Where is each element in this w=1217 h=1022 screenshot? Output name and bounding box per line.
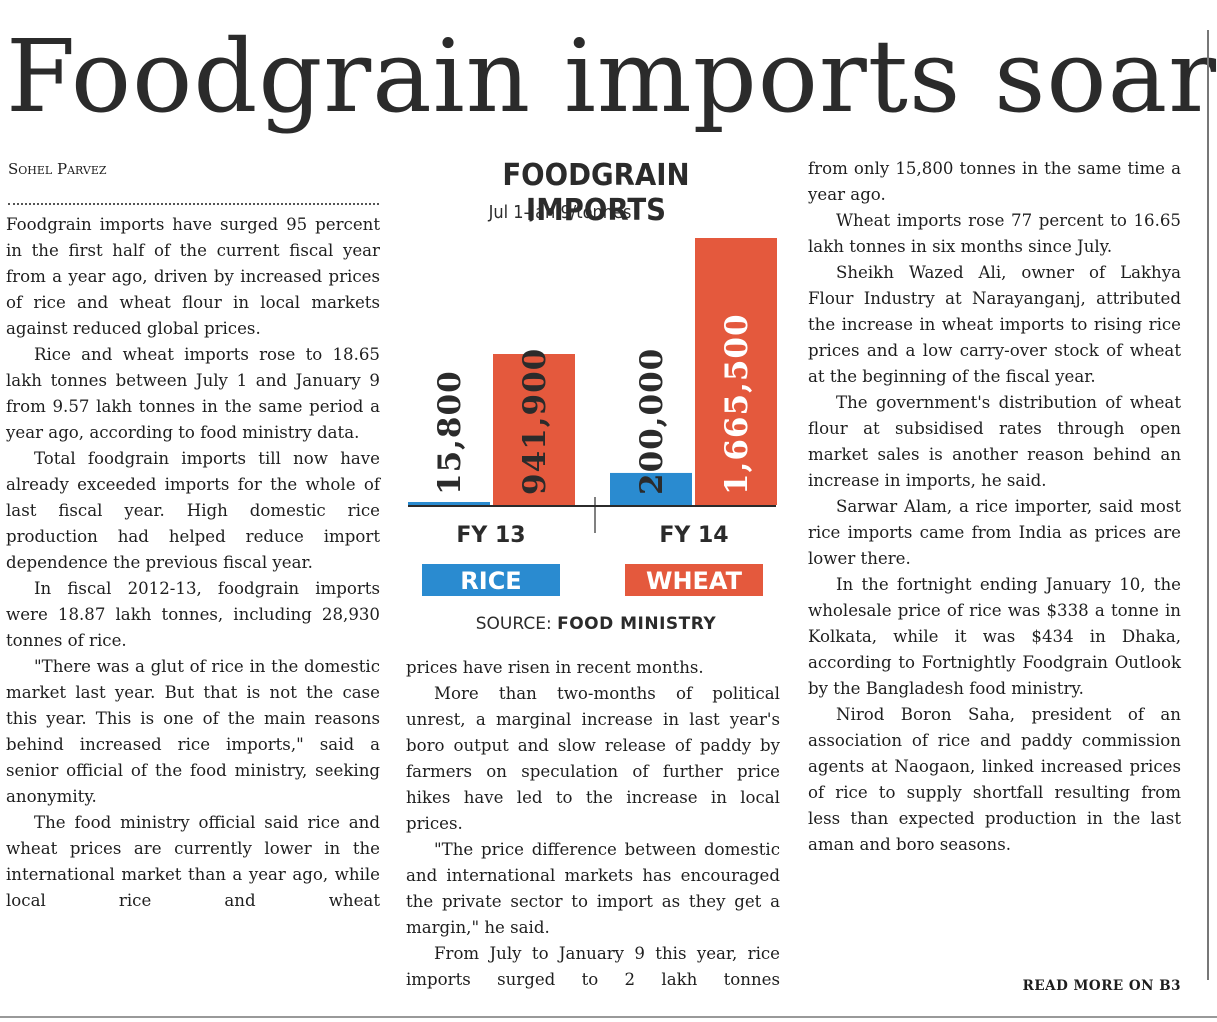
source-prefix: SOURCE: <box>475 614 552 634</box>
column-rule <box>1207 30 1209 980</box>
paragraph: from only 15,800 tonnes in the same time… <box>808 159 1181 204</box>
article-column-2: prices have risen in recent months. More… <box>406 655 780 993</box>
data-label: 15,800 <box>432 370 468 495</box>
paragraph: Foodgrain imports have surged 95 percent… <box>6 215 380 338</box>
category-label: FY 13 <box>456 523 525 548</box>
bar-rice-fy13 <box>408 502 490 505</box>
article-column-3: from only 15,800 tonnes in the same time… <box>808 156 1181 858</box>
bar-wheat-fy13 <box>493 354 575 505</box>
article-column-1: Foodgrain imports have surged 95 percent… <box>6 212 380 914</box>
paragraph: "The price difference between domestic a… <box>406 840 780 937</box>
chart-source: SOURCE: FOOD MINISTRY <box>426 614 766 634</box>
paragraph: From July to January 9 this year, rice i… <box>406 944 780 989</box>
source-name: FOOD MINISTRY <box>557 614 717 634</box>
paragraph: "There was a glut of rice in the domesti… <box>6 657 380 806</box>
paragraph: Rice and wheat imports rose to 18.65 lak… <box>6 345 380 442</box>
data-label: 200,000 <box>634 348 670 495</box>
legend-swatch <box>625 564 763 596</box>
paragraph: Sarwar Alam, a rice importer, said most … <box>808 497 1181 568</box>
data-label: 1,665,500 <box>719 313 755 495</box>
paragraph: Sheikh Wazed Ali, owner of Lakhya Flour … <box>808 263 1181 386</box>
bottom-rule <box>0 1016 1217 1018</box>
byline: Sohel Parvez <box>8 160 107 178</box>
bar-rice-fy14 <box>610 472 692 505</box>
headline: Foodgrain imports soar <box>6 18 1217 135</box>
paragraph: More than two-months of political unrest… <box>406 684 780 833</box>
category-label: FY 14 <box>659 523 728 548</box>
data-label: 941,900 <box>517 348 553 495</box>
bar-wheat-fy14 <box>695 238 777 505</box>
legend-label: RICE <box>460 567 521 595</box>
paragraph: The government's distribution of wheat f… <box>808 393 1181 490</box>
legend-label: WHEAT <box>646 567 743 595</box>
legend-swatch <box>422 564 560 596</box>
paragraph: Total foodgrain imports till now have al… <box>6 449 380 572</box>
read-more-link[interactable]: READ MORE ON B3 <box>1022 978 1181 994</box>
foodgrain-imports-chart: 15,800 941,900 200,000 1,665,500 FY 13 FY 14 R… <box>408 238 777 596</box>
dotted-divider <box>8 203 379 205</box>
paragraph: In fiscal 2012-13, foodgrain imports wer… <box>6 579 380 650</box>
paragraph: In the fortnight ending January 10, the … <box>808 575 1181 698</box>
paragraph: Nirod Boron Saha, president of an associ… <box>808 705 1181 854</box>
paragraph: prices have risen in recent months. <box>406 658 704 677</box>
chart-subtitle: Jul 1-Jan 9/tonnes <box>488 202 632 223</box>
chart-title: FOODGRAIN IMPORTS <box>502 158 690 228</box>
paragraph: The food ministry official said rice and… <box>6 813 380 910</box>
paragraph: Wheat imports rose 77 percent to 16.65 l… <box>808 211 1181 256</box>
